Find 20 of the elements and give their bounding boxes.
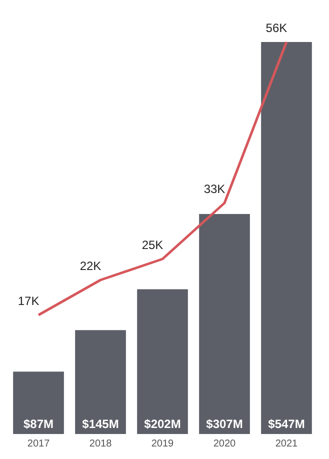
- data-label: $307M: [206, 417, 243, 431]
- x-tick-label: 2018: [89, 438, 112, 450]
- x-tick-label: 2020: [213, 438, 236, 450]
- bar: [199, 214, 250, 434]
- data-label: 33K: [204, 182, 226, 196]
- bar: [261, 42, 312, 434]
- data-label: 56K: [266, 21, 288, 35]
- data-label: $547M: [268, 417, 305, 431]
- data-label: $145M: [82, 417, 119, 431]
- bar: [137, 289, 188, 434]
- data-label: 17K: [18, 294, 40, 308]
- data-label: 25K: [142, 238, 164, 252]
- x-tick-label: 2021: [275, 438, 298, 450]
- bar: [13, 372, 64, 434]
- data-label: $202M: [144, 417, 181, 431]
- x-tick-label: 2019: [151, 438, 174, 450]
- bar: [75, 330, 126, 434]
- data-label: 22K: [80, 259, 102, 273]
- data-label: $87M: [24, 417, 54, 431]
- x-tick-label: 2017: [27, 438, 50, 450]
